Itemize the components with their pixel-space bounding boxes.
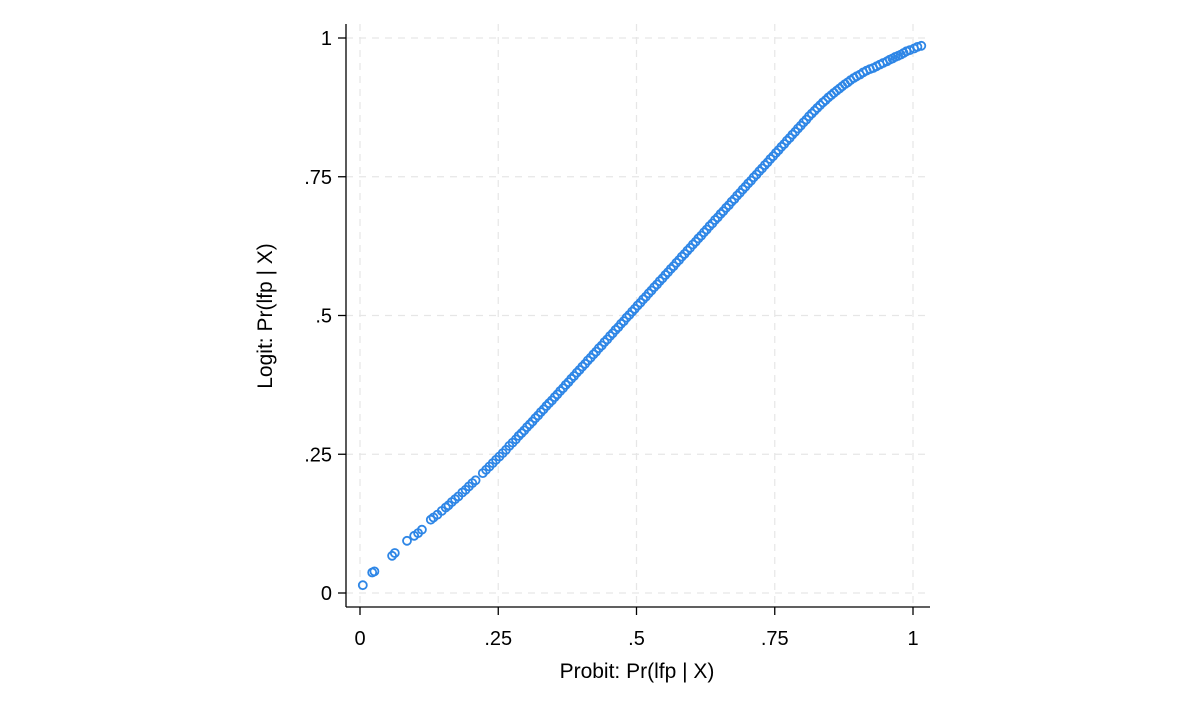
axes bbox=[338, 24, 930, 615]
data-point-79 bbox=[638, 294, 648, 305]
data-point-105 bbox=[710, 215, 720, 225]
data-point-8 bbox=[416, 524, 427, 535]
data-point-55 bbox=[571, 367, 582, 378]
data-point-69 bbox=[610, 324, 621, 335]
x-tick-label-2: .5 bbox=[628, 628, 645, 650]
data-point-47 bbox=[549, 392, 560, 403]
data-point-117 bbox=[743, 178, 754, 189]
y-tick-label-3: .75 bbox=[304, 167, 332, 189]
data-point-75 bbox=[627, 306, 637, 317]
data-point-115 bbox=[737, 184, 748, 195]
data-point-111 bbox=[726, 196, 737, 207]
data-point-71 bbox=[616, 318, 626, 329]
data-point-93 bbox=[676, 251, 687, 262]
data-point-22 bbox=[470, 475, 481, 486]
data-point-83 bbox=[649, 282, 660, 293]
data-point-101 bbox=[699, 227, 709, 238]
data-point-5 bbox=[402, 535, 412, 546]
data-point-95 bbox=[682, 245, 693, 256]
data-point-57 bbox=[577, 361, 588, 372]
data-point-77 bbox=[632, 300, 643, 311]
data-point-53 bbox=[566, 373, 577, 384]
x-axis-title: Probit: Pr(lfp | X) bbox=[560, 660, 715, 683]
data-point-42 bbox=[535, 407, 546, 418]
data-point-59 bbox=[582, 355, 593, 366]
data-point-121 bbox=[754, 166, 765, 177]
data-point-40 bbox=[530, 413, 541, 424]
data-point-109 bbox=[721, 202, 731, 213]
data-point-127 bbox=[771, 147, 781, 158]
data-point-119 bbox=[748, 172, 759, 183]
data-point-35 bbox=[516, 428, 527, 439]
y-tick-label-0: 0 bbox=[321, 583, 332, 605]
y-tick-label-4: 1 bbox=[321, 28, 332, 50]
data-point-97 bbox=[688, 239, 698, 250]
data-point-145 bbox=[820, 95, 831, 106]
data-point-38 bbox=[524, 419, 535, 430]
data-point-3 bbox=[387, 550, 398, 561]
data-point-85 bbox=[654, 276, 665, 287]
y-tick-label-2: .5 bbox=[315, 306, 332, 328]
data-point-140 bbox=[806, 108, 817, 119]
data-point-123 bbox=[759, 160, 770, 171]
data-point-143 bbox=[815, 100, 825, 111]
data-point-4 bbox=[389, 548, 400, 558]
data-point-137 bbox=[798, 117, 809, 128]
data-point-65 bbox=[599, 337, 610, 348]
x-tick-label-0: 0 bbox=[354, 628, 365, 650]
data-point-107 bbox=[715, 208, 726, 219]
data-point-45 bbox=[544, 398, 554, 409]
data-point-91 bbox=[671, 257, 682, 268]
data-point-73 bbox=[621, 312, 632, 323]
data-point-129 bbox=[776, 141, 787, 152]
x-tick-label-1: .25 bbox=[484, 628, 512, 650]
data-point-2 bbox=[369, 566, 380, 577]
data-point-133 bbox=[787, 129, 798, 140]
data-point-176 bbox=[916, 40, 927, 51]
data-point-103 bbox=[704, 221, 715, 232]
data-point-51 bbox=[560, 379, 571, 390]
data-point-173 bbox=[904, 45, 915, 56]
x-tick-label-4: 1 bbox=[907, 628, 918, 650]
data-point-81 bbox=[643, 288, 654, 299]
data-point-142 bbox=[812, 103, 823, 113]
tick-labels: 0 .25 .5 .75 1 0 .25 .5 .75 1 bbox=[304, 28, 918, 650]
data-point-131 bbox=[782, 135, 792, 146]
data-point-49 bbox=[555, 386, 566, 396]
data-point-63 bbox=[594, 343, 604, 354]
data-points bbox=[357, 40, 927, 591]
data-point-87 bbox=[660, 270, 671, 280]
data-point-135 bbox=[793, 123, 803, 134]
data-point-141 bbox=[809, 105, 820, 116]
data-point-9 bbox=[425, 514, 436, 525]
data-point-67 bbox=[605, 331, 615, 341]
data-point-89 bbox=[665, 263, 676, 274]
data-point-99 bbox=[693, 233, 704, 244]
data-point-34 bbox=[513, 430, 524, 441]
data-point-113 bbox=[732, 190, 742, 201]
data-point-125 bbox=[765, 154, 776, 164]
x-tick-label-3: .75 bbox=[761, 628, 789, 650]
grid-lines bbox=[346, 24, 930, 607]
data-point-0 bbox=[357, 580, 368, 591]
data-point-139 bbox=[804, 111, 814, 122]
y-axis-title: Logit: Pr(lfp | X) bbox=[254, 243, 277, 389]
data-point-61 bbox=[588, 349, 599, 360]
data-point-44 bbox=[541, 401, 552, 411]
data-point-144 bbox=[818, 97, 828, 108]
data-point-37 bbox=[522, 422, 532, 433]
y-tick-label-1: .25 bbox=[304, 444, 332, 466]
